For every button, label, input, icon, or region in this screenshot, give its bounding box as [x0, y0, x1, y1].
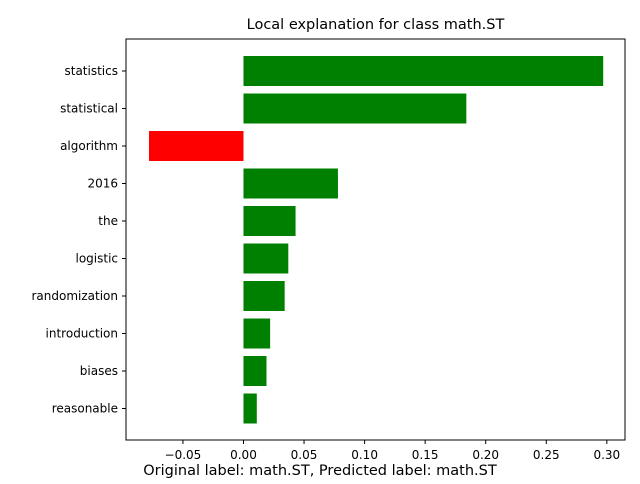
y-tick-label: randomization — [31, 289, 118, 303]
chart-title: Local explanation for class math.ST — [247, 17, 505, 33]
y-tick-label: the — [98, 214, 118, 228]
x-tick-label: 0.25 — [533, 448, 560, 462]
bar-logistic — [243, 243, 289, 274]
bar-biases — [243, 356, 267, 386]
chart-caption: Original label: math.ST, Predicted label… — [143, 463, 497, 479]
x-tick-label: −0.05 — [165, 448, 202, 462]
x-tick-label: 0.05 — [291, 448, 318, 462]
x-tick-label: 0.15 — [412, 448, 439, 462]
x-axis: −0.05 0.00 0.05 0.10 0.15 0.20 0.25 0.30 — [165, 440, 620, 462]
x-tick-label: 0.10 — [351, 448, 378, 462]
y-tick-label: 2016 — [87, 177, 118, 191]
bar-algorithm — [149, 131, 244, 161]
x-tick-label: 0.20 — [472, 448, 499, 462]
y-tick-label: reasonable — [52, 402, 118, 416]
x-tick-label: 0.30 — [593, 448, 620, 462]
bar-2016 — [243, 168, 338, 199]
bar-reasonable — [243, 393, 257, 424]
x-tick-label: 0.00 — [230, 448, 257, 462]
bar-randomization — [243, 281, 285, 311]
bar-statistics — [243, 56, 604, 86]
y-tick-label: algorithm — [60, 139, 118, 153]
bar-the — [243, 206, 296, 236]
bars-layer — [149, 56, 604, 424]
y-axis: statistics statistical algorithm 2016 the log… — [31, 64, 126, 416]
y-tick-label: logistic — [75, 252, 118, 266]
bar-introduction — [243, 318, 271, 349]
y-tick-label: statistical — [60, 102, 118, 116]
y-tick-label: biases — [80, 364, 118, 378]
bar-statistical — [243, 93, 467, 124]
y-tick-label: statistics — [65, 64, 119, 78]
plot-frame — [125, 38, 626, 441]
y-tick-label: introduction — [46, 327, 118, 341]
